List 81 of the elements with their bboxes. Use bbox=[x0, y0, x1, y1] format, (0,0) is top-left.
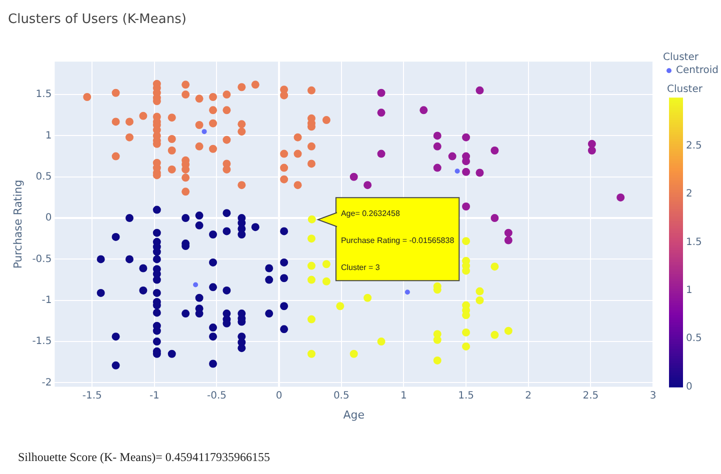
x-tick-label: -1.5 bbox=[82, 390, 102, 402]
point bbox=[433, 164, 442, 172]
point bbox=[350, 172, 358, 181]
color-bar-label: 2.5 bbox=[686, 140, 702, 152]
point bbox=[420, 106, 428, 114]
color-bar-title: Cluster bbox=[667, 84, 704, 96]
point bbox=[193, 282, 198, 288]
x-tick-label: -0.5 bbox=[206, 390, 227, 402]
point bbox=[364, 181, 372, 190]
point bbox=[588, 146, 596, 155]
y-tick-label: 0 bbox=[45, 212, 52, 224]
point bbox=[462, 328, 470, 336]
point bbox=[307, 315, 316, 324]
annotation: Age= 0.2632458 bbox=[340, 208, 400, 218]
y-tick-label: -0.5 bbox=[32, 254, 52, 265]
color-bar-label: 2 bbox=[686, 188, 692, 200]
x-tick-label: 1 bbox=[400, 390, 407, 402]
chart-title: Clusters of Users (K-Means) bbox=[8, 12, 186, 28]
point bbox=[336, 302, 344, 310]
color-bar-label: 0 bbox=[686, 381, 692, 392]
y-tick-label: 1 bbox=[45, 130, 52, 142]
x-tick-label: 0.5 bbox=[333, 390, 350, 402]
point bbox=[476, 168, 484, 177]
point bbox=[588, 140, 596, 148]
text: Silhouette Score (K- Means)= 0.4594117935966155 bbox=[18, 450, 270, 464]
point bbox=[433, 356, 442, 364]
y-tick-label: -1 bbox=[42, 294, 52, 306]
point bbox=[322, 277, 330, 286]
point bbox=[377, 150, 386, 158]
point bbox=[307, 350, 316, 358]
point bbox=[504, 326, 512, 335]
point bbox=[433, 142, 442, 150]
point bbox=[377, 108, 386, 117]
color-bar-label: 1.5 bbox=[686, 236, 702, 248]
point bbox=[616, 193, 625, 202]
x-tick-label: 0 bbox=[276, 390, 282, 402]
point bbox=[476, 287, 484, 296]
point bbox=[307, 276, 316, 284]
point bbox=[307, 234, 316, 243]
legend-title: Cluster bbox=[663, 52, 700, 64]
point bbox=[462, 168, 470, 176]
point bbox=[490, 214, 499, 222]
y-tick-label: -1.5 bbox=[32, 336, 52, 348]
x-axis-title: Age bbox=[343, 408, 365, 422]
point bbox=[404, 290, 410, 295]
legend-label: Centroid bbox=[676, 65, 719, 76]
y-tick-label: 0.5 bbox=[36, 171, 52, 182]
point bbox=[308, 215, 316, 224]
point bbox=[454, 168, 460, 174]
annotation: Cluster = 3 bbox=[340, 262, 380, 272]
color-bar-label: 0.5 bbox=[686, 333, 702, 344]
point bbox=[462, 237, 470, 246]
point bbox=[433, 132, 442, 140]
point bbox=[490, 330, 499, 339]
point bbox=[350, 350, 358, 358]
color-bar-label: 1 bbox=[686, 284, 692, 296]
point bbox=[322, 260, 330, 268]
x-tick-label: -1 bbox=[149, 390, 160, 402]
x-tick-label: 3 bbox=[650, 390, 656, 402]
point bbox=[462, 202, 470, 210]
point bbox=[476, 296, 484, 304]
x-tick-label: 1.5 bbox=[458, 390, 474, 402]
annotation: Purchase Rating = -0.01565838 bbox=[340, 236, 455, 245]
point bbox=[504, 228, 512, 237]
point bbox=[462, 342, 470, 350]
point bbox=[462, 133, 470, 142]
point bbox=[448, 152, 456, 160]
point bbox=[202, 129, 207, 134]
point bbox=[504, 236, 512, 244]
point bbox=[490, 262, 499, 271]
point bbox=[307, 262, 316, 270]
x-tick-label: 2 bbox=[525, 390, 532, 402]
y-tick-label: -2 bbox=[42, 377, 52, 388]
point bbox=[364, 294, 372, 302]
x-tick-label: 2.5 bbox=[582, 390, 599, 402]
point bbox=[490, 146, 499, 155]
y-axis-title: Purchase Rating bbox=[11, 180, 24, 269]
y-tick-label: 1.5 bbox=[36, 89, 52, 100]
point bbox=[377, 338, 386, 346]
point bbox=[377, 88, 386, 97]
point bbox=[476, 86, 484, 94]
